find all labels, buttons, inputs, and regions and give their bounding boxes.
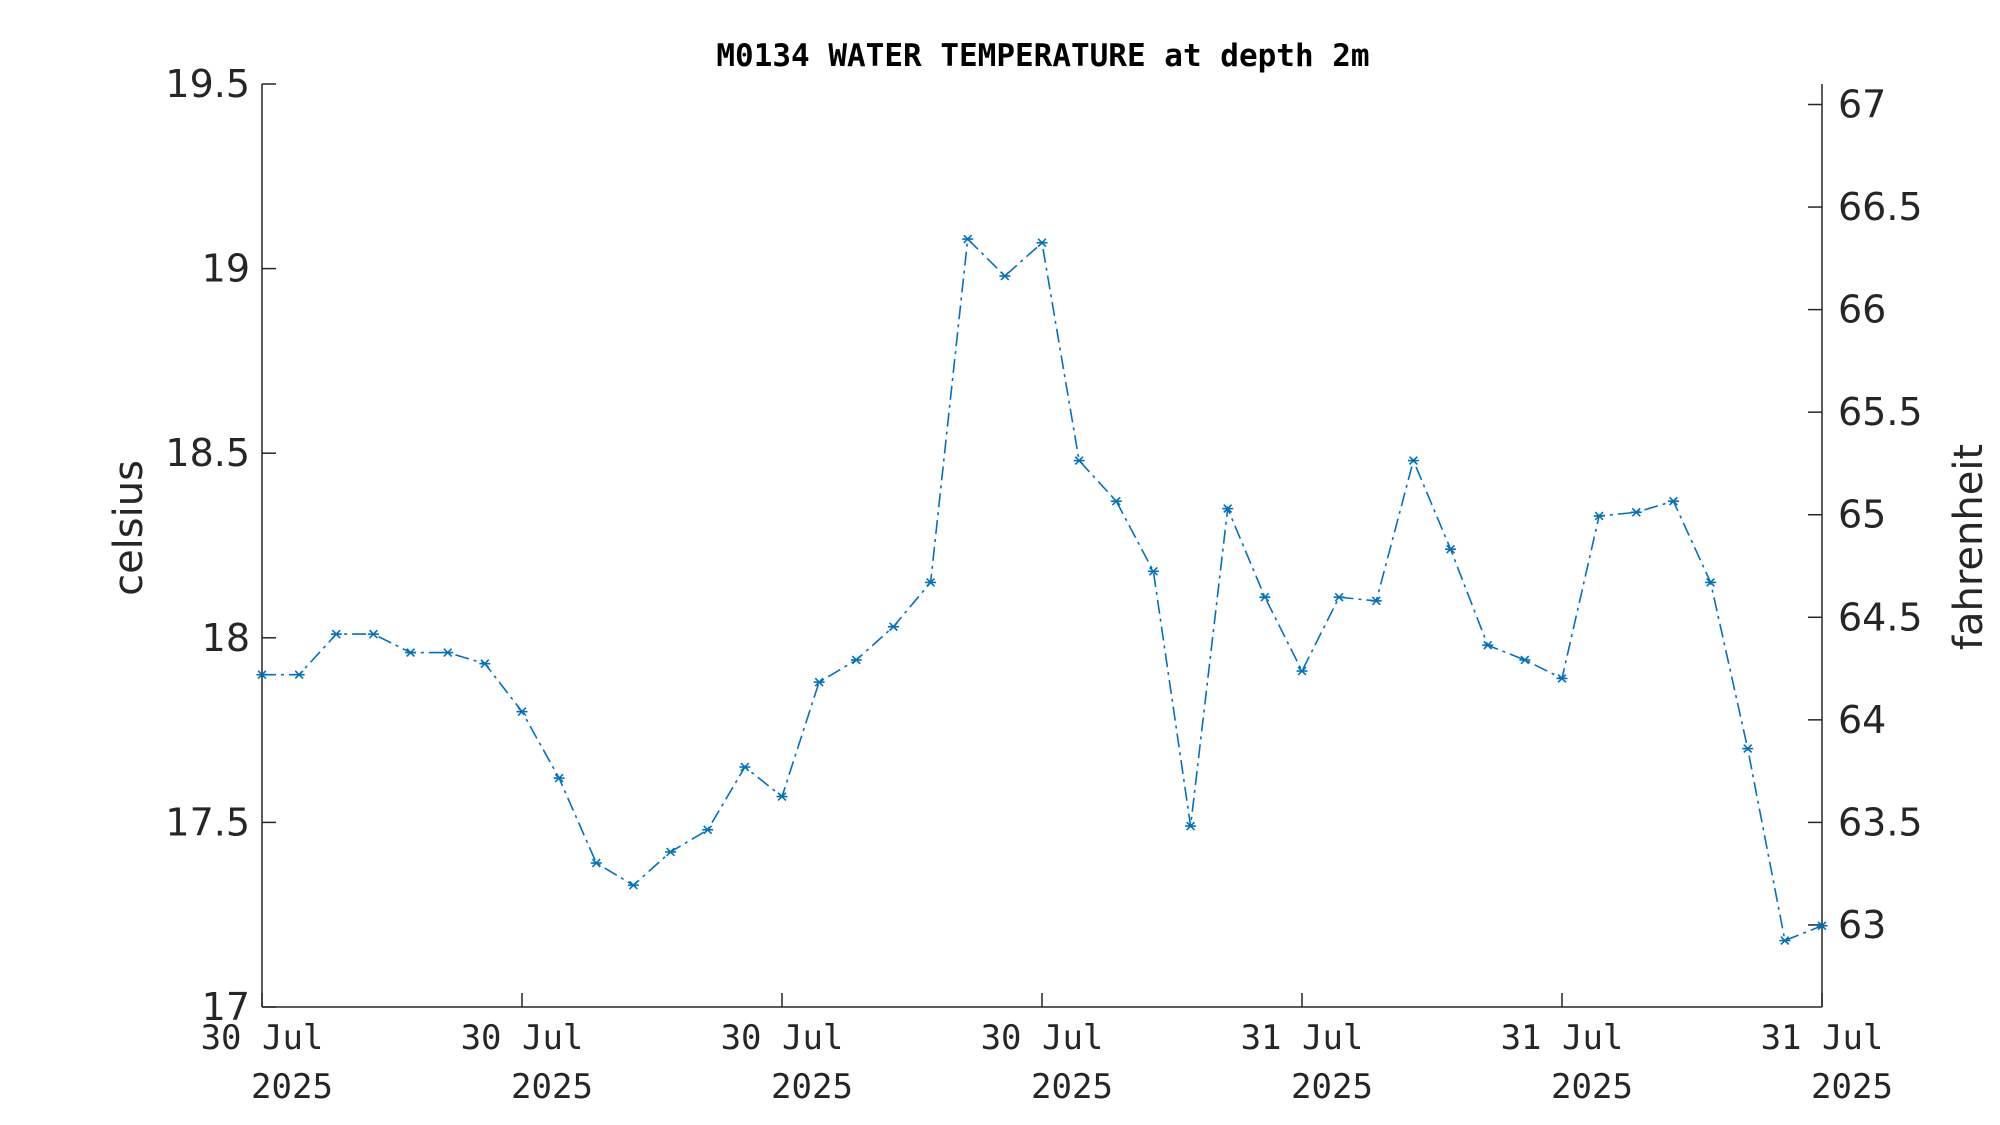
- data-point: [925, 577, 937, 587]
- data-point: [405, 648, 417, 658]
- y-tick-label: 18.5: [165, 431, 250, 475]
- data-point: [702, 825, 714, 835]
- x-tick-label-year: 2025: [1031, 1067, 1113, 1107]
- axes: 17 17.5 18 18.5 19 19.5 63 63.5 64 64.5 65 65.5 66 66…: [165, 62, 1922, 1107]
- data-point: [1222, 504, 1234, 514]
- y2-tick-label: 66.5: [1838, 185, 1923, 229]
- x-tick-label-date: 30 Jul: [201, 1018, 324, 1058]
- data-point: [1407, 456, 1419, 466]
- y-tick-label: 19.5: [165, 62, 250, 106]
- data-point: [1556, 673, 1568, 683]
- y2-tick-label: 64.5: [1838, 595, 1923, 639]
- series-line: [262, 237, 1823, 942]
- data-point: [1705, 577, 1717, 587]
- data-point: [293, 670, 305, 680]
- y2-axis-label: fahrenheit: [1946, 444, 1992, 650]
- x-tick-label-year: 2025: [771, 1067, 853, 1107]
- x-tick-label-year: 2025: [251, 1067, 333, 1107]
- y2-tick-label: 65: [1838, 493, 1886, 537]
- data-point: [887, 622, 899, 632]
- data-point: [1110, 496, 1122, 506]
- x-tick-label-date: 30 Jul: [721, 1018, 844, 1058]
- x-tick-label-year: 2025: [511, 1067, 593, 1107]
- data-point: [330, 629, 342, 639]
- y2-tick-label: 63.5: [1838, 800, 1923, 844]
- data-point: [590, 858, 602, 868]
- y-tick-label: 17: [202, 985, 250, 1029]
- y-axis-label: celsius: [106, 460, 152, 596]
- data-point: [1036, 238, 1048, 248]
- y2-tick-label: 64: [1838, 698, 1886, 742]
- data-point: [665, 847, 677, 857]
- data-point: [1259, 592, 1271, 602]
- data-point: [1073, 456, 1085, 466]
- data-point: [1445, 544, 1457, 554]
- y2-tick-label: 65.5: [1838, 390, 1923, 434]
- data-point: [1333, 592, 1345, 602]
- data-point: [999, 271, 1011, 281]
- data-point: [1370, 596, 1382, 606]
- data-point: [1593, 511, 1605, 521]
- data-point: [1667, 496, 1679, 506]
- data-point: [1742, 744, 1754, 754]
- y2-tick-label: 67: [1838, 83, 1886, 127]
- data-point: [1779, 936, 1791, 946]
- x-tick-label-date: 31 Jul: [1241, 1018, 1364, 1058]
- x-tick-label-date: 31 Jul: [1501, 1018, 1624, 1058]
- data-point: [479, 659, 491, 669]
- data-point: [1185, 821, 1197, 831]
- chart-title: M0134 WATER TEMPERATURE at depth 2m: [716, 38, 1369, 74]
- data-point: [516, 707, 528, 717]
- data-point: [850, 655, 862, 665]
- x-tick-label-date: 30 Jul: [461, 1018, 584, 1058]
- data-point: [776, 792, 788, 802]
- y-tick-label: 19: [202, 247, 250, 291]
- data-point: [813, 677, 825, 687]
- data-point: [739, 762, 751, 772]
- data-point: [1519, 655, 1531, 665]
- x-tick-label-year: 2025: [1811, 1067, 1893, 1107]
- data-point: [553, 773, 565, 783]
- y2-tick-label: 66: [1838, 288, 1886, 332]
- data-point: [367, 629, 379, 639]
- x-tick-label-year: 2025: [1291, 1067, 1373, 1107]
- data-point: [1482, 640, 1494, 650]
- data-point: [442, 648, 454, 658]
- data-point: [962, 234, 974, 244]
- series-layer: [256, 234, 1828, 946]
- data-point: [1630, 507, 1642, 517]
- y-tick-label: 17.5: [165, 800, 250, 844]
- x-tick-label-date: 30 Jul: [981, 1018, 1104, 1058]
- data-point: [256, 670, 268, 680]
- data-point: [1147, 566, 1159, 576]
- y2-tick-label: 63: [1838, 903, 1886, 947]
- x-tick-label-year: 2025: [1551, 1067, 1633, 1107]
- data-point: [1296, 666, 1308, 676]
- data-point: [1816, 921, 1828, 931]
- data-point: [627, 880, 639, 890]
- x-tick-label-date: 31 Jul: [1761, 1018, 1884, 1058]
- y-tick-label: 18: [202, 616, 250, 660]
